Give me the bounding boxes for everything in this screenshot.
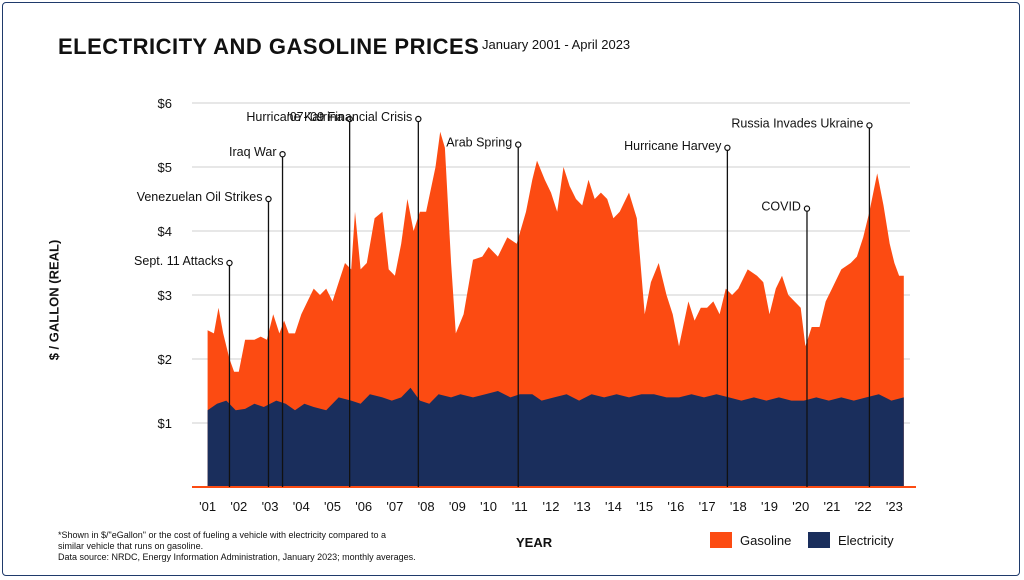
y-tick-label: $1 [158, 416, 172, 431]
annotation-label: COVID [761, 200, 801, 214]
x-tick-label: '10 [480, 499, 497, 514]
electricity-area [207, 387, 904, 487]
annotation-dot [724, 144, 731, 151]
annotation-label: Russia Invades Ukraine [731, 116, 863, 130]
y-tick-label: $2 [158, 352, 172, 367]
x-tick-label: '21 [823, 499, 840, 514]
x-tick-label: '09 [449, 499, 466, 514]
legend-label-electricity: Electricity [838, 532, 894, 548]
y-tick-label: $5 [158, 160, 172, 175]
x-tick-label: '04 [293, 499, 310, 514]
x-tick-label: '16 [667, 499, 684, 514]
annotation-label: Arab Spring [446, 136, 512, 150]
annotation-label: Iraq War [229, 145, 276, 159]
y-tick-label: $4 [158, 224, 172, 239]
annotation-dot [415, 115, 422, 123]
x-tick-label: '19 [761, 499, 778, 514]
annotation-dot [279, 150, 286, 158]
x-tick-label: '13 [574, 499, 591, 514]
x-tick-label: '15 [636, 499, 653, 514]
x-tick-label: '18 [730, 499, 747, 514]
annotation-dot [515, 141, 522, 148]
x-tick-label: '20 [792, 499, 809, 514]
annotation-dot [265, 195, 272, 203]
annotation-label: Venezuelan Oil Strikes [137, 190, 263, 204]
legend-label-gasoline: Gasoline [740, 532, 792, 548]
gasoline-swatch [710, 532, 732, 548]
footnote-line-1: *Shown in $/"eGallon" or the cost of fue… [58, 530, 387, 540]
annotation-label: '07-'09 Financial Crisis [287, 110, 412, 124]
x-tick-label: '07 [386, 499, 403, 514]
legend-item-electricity: Electricity [808, 532, 894, 548]
annotation-dot [346, 115, 353, 123]
chart-subtitle: January 2001 - April 2023 [482, 37, 631, 52]
y-tick-label: $3 [158, 288, 172, 303]
footnote-line-3: Data source: NRDC, Energy Information Ad… [58, 552, 416, 562]
x-tick-label: '01 [199, 499, 216, 514]
x-tick-label: '02 [230, 499, 247, 514]
x-tick-label: '11 [512, 499, 528, 514]
x-tick-label: '03 [262, 499, 279, 514]
annotation-label: Hurricane Harvey [624, 139, 722, 153]
annotation-label: Sept. 11 Attacks [134, 254, 223, 268]
x-tick-label: '22 [855, 499, 872, 514]
x-tick-label: '08 [418, 499, 435, 514]
annotation-dot [866, 122, 873, 129]
x-axis-label: YEAR [516, 535, 553, 550]
x-tick-label: '05 [324, 499, 341, 514]
x-tick-label: '14 [605, 499, 622, 514]
chart-title: ELECTRICITY AND GASOLINE PRICES [58, 34, 480, 59]
annotation-dot [803, 205, 811, 212]
footnote-line-2: similar vehicle that runs on gasoline. [58, 541, 204, 551]
x-tick-label: '17 [699, 499, 716, 514]
annotation-dot [226, 259, 233, 267]
electricity-swatch [808, 532, 830, 548]
y-tick-label: $6 [158, 96, 172, 111]
x-tick-label: '12 [543, 499, 560, 514]
x-tick-label: '06 [355, 499, 372, 514]
footnote: *Shown in $/"eGallon" or the cost of fue… [58, 530, 438, 563]
y-axis-label: $ / GALLON (REAL) [46, 239, 62, 361]
annotation-label: Hurricane Katrina [246, 110, 343, 124]
x-tick-label: '23 [886, 499, 903, 514]
legend-item-gasoline: Gasoline [710, 532, 791, 548]
